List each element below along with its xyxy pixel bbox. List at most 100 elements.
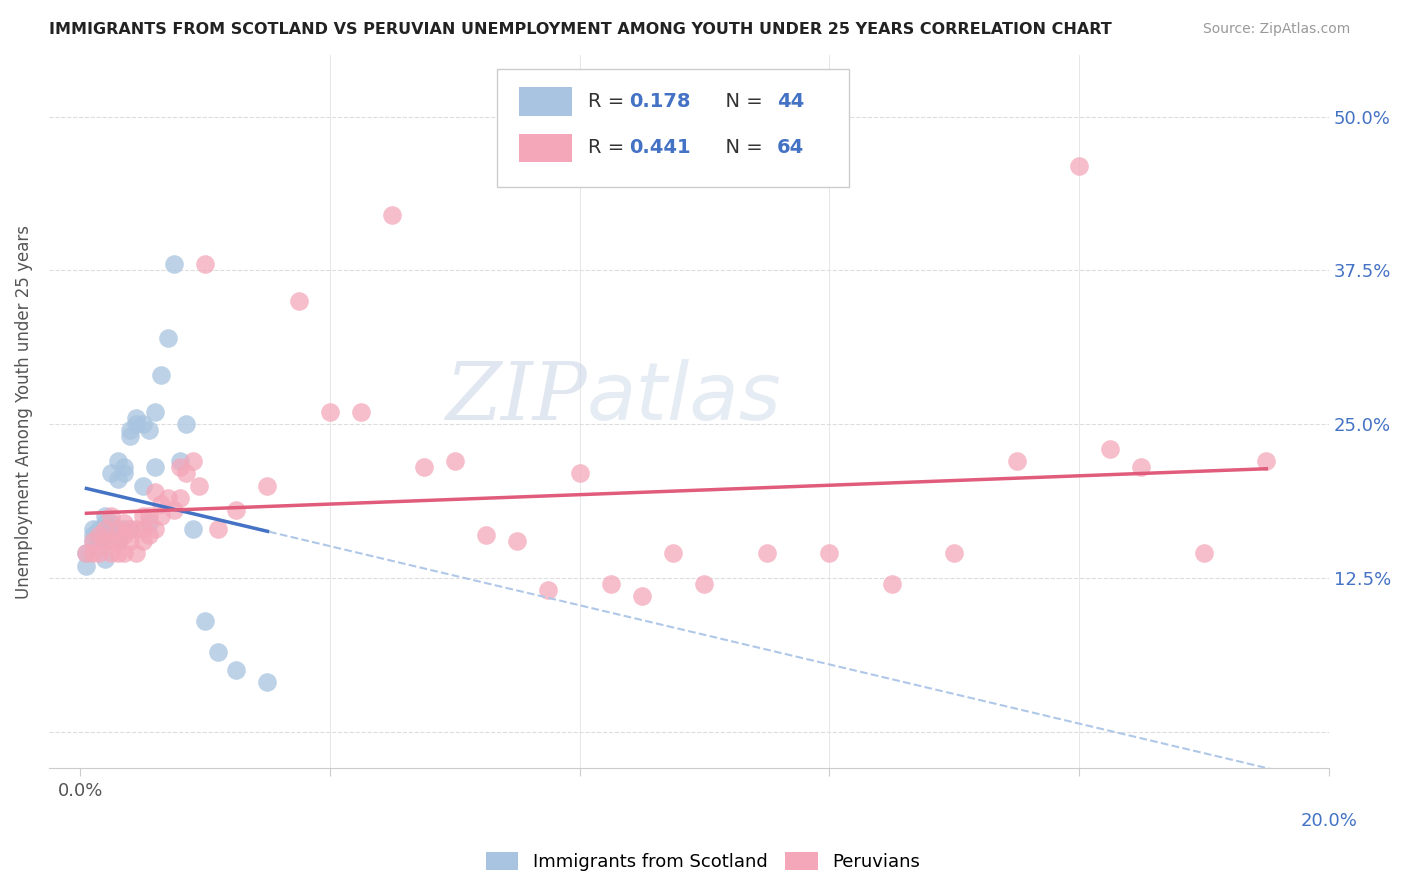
Point: [818, 546, 841, 560]
Point: [143, 484, 166, 499]
Point: [150, 509, 173, 524]
Point: [100, 546, 122, 560]
Point: [475, 528, 498, 542]
Point: [943, 546, 966, 560]
Point: [100, 522, 122, 536]
Point: [176, 417, 198, 431]
Point: [537, 583, 560, 598]
Point: [225, 503, 247, 517]
Text: 44: 44: [778, 92, 804, 111]
Point: [138, 423, 160, 437]
Text: N =: N =: [713, 138, 769, 157]
Point: [381, 208, 404, 222]
Point: [1130, 460, 1153, 475]
Point: [87, 533, 110, 548]
Point: [82, 533, 104, 548]
Point: [107, 522, 129, 536]
Point: [150, 497, 173, 511]
Point: [143, 460, 166, 475]
FancyBboxPatch shape: [519, 87, 572, 116]
Point: [82, 528, 104, 542]
Point: [87, 540, 110, 554]
Point: [150, 368, 173, 382]
Point: [82, 522, 104, 536]
Point: [100, 509, 122, 524]
Point: [100, 516, 122, 530]
Text: Source: ZipAtlas.com: Source: ZipAtlas.com: [1202, 22, 1350, 37]
Point: [87, 528, 110, 542]
Point: [181, 454, 204, 468]
Point: [169, 454, 191, 468]
Point: [506, 533, 529, 548]
Point: [163, 503, 186, 517]
Point: [125, 411, 148, 425]
Point: [107, 533, 129, 548]
Point: [94, 509, 117, 524]
Point: [1067, 159, 1090, 173]
Point: [207, 522, 229, 536]
Point: [693, 577, 716, 591]
Point: [94, 533, 117, 548]
Point: [138, 528, 160, 542]
Point: [131, 533, 153, 548]
Point: [350, 405, 373, 419]
Point: [94, 552, 117, 566]
Legend: Immigrants from Scotland, Peruvians: Immigrants from Scotland, Peruvians: [478, 845, 928, 879]
Point: [100, 467, 122, 481]
Point: [94, 516, 117, 530]
Text: R =: R =: [588, 92, 630, 111]
Point: [120, 429, 142, 443]
Point: [82, 546, 104, 560]
Point: [187, 478, 209, 492]
Text: 0.178: 0.178: [628, 92, 690, 111]
Point: [225, 663, 247, 677]
FancyBboxPatch shape: [496, 70, 849, 187]
Point: [131, 478, 153, 492]
Point: [169, 460, 191, 475]
Point: [75, 558, 97, 573]
Text: ZIP: ZIP: [444, 359, 586, 436]
Point: [194, 614, 217, 628]
Point: [107, 522, 129, 536]
Point: [156, 491, 179, 505]
Text: R =: R =: [588, 138, 630, 157]
Point: [125, 546, 148, 560]
Point: [194, 257, 217, 271]
Point: [107, 473, 129, 487]
Point: [82, 533, 104, 548]
Text: IMMIGRANTS FROM SCOTLAND VS PERUVIAN UNEMPLOYMENT AMONG YOUTH UNDER 25 YEARS COR: IMMIGRANTS FROM SCOTLAND VS PERUVIAN UNE…: [49, 22, 1112, 37]
Point: [125, 522, 148, 536]
FancyBboxPatch shape: [519, 134, 572, 162]
Text: atlas: atlas: [586, 359, 782, 436]
Point: [112, 522, 135, 536]
Point: [207, 645, 229, 659]
Point: [143, 522, 166, 536]
Point: [662, 546, 685, 560]
Point: [755, 546, 778, 560]
Point: [75, 546, 97, 560]
Point: [120, 423, 142, 437]
Point: [87, 546, 110, 560]
Point: [156, 331, 179, 345]
Point: [107, 546, 129, 560]
Point: [75, 546, 97, 560]
Point: [94, 528, 117, 542]
Point: [120, 533, 142, 548]
Point: [181, 522, 204, 536]
Text: 0.441: 0.441: [628, 138, 690, 157]
Text: N =: N =: [713, 92, 769, 111]
Point: [287, 294, 309, 309]
Point: [100, 533, 122, 548]
Point: [1005, 454, 1028, 468]
Point: [568, 467, 591, 481]
Point: [138, 509, 160, 524]
Point: [319, 405, 342, 419]
Point: [100, 533, 122, 548]
Point: [87, 522, 110, 536]
Point: [1192, 546, 1215, 560]
Point: [112, 516, 135, 530]
Point: [131, 522, 153, 536]
Point: [112, 467, 135, 481]
Point: [256, 675, 278, 690]
Text: 20.0%: 20.0%: [1301, 812, 1357, 830]
